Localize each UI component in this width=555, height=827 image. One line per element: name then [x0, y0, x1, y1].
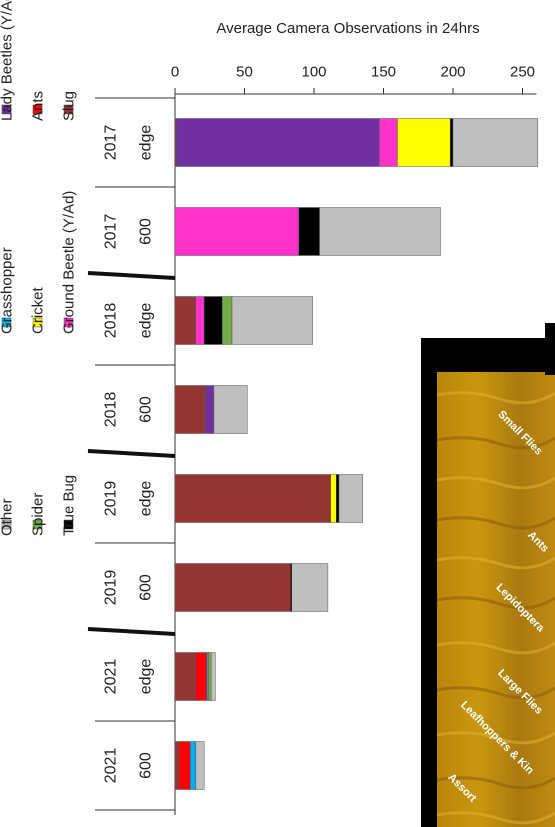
- legend-label: Ground Beetle (Y/Ad): [61, 191, 78, 334]
- category-year-label: 2019: [103, 570, 120, 606]
- bar-segment: [338, 474, 363, 523]
- year-separator: [87, 271, 176, 280]
- bar-segment: [205, 385, 215, 434]
- value-tick-label: 250: [510, 64, 535, 81]
- category-site-label: edge: [138, 303, 155, 339]
- bar-segment: [231, 296, 313, 345]
- legend-swatch: [1, 519, 12, 530]
- category-site-label: edge: [138, 125, 155, 161]
- legend-label: Ants: [30, 91, 47, 121]
- bar-segment: [195, 652, 208, 701]
- legend-swatch: [63, 104, 74, 115]
- category-year-label: 2018: [103, 392, 120, 428]
- value-tick-label: 200: [440, 64, 465, 81]
- category-site-label: 600: [138, 752, 155, 779]
- photo-streak: [436, 476, 555, 490]
- bar-segment: [195, 296, 205, 345]
- year-separator: [87, 449, 176, 458]
- year-separators: [87, 271, 176, 636]
- bar-segment: [222, 296, 233, 345]
- bar-segment: [174, 741, 180, 790]
- bar-segment: [174, 652, 197, 701]
- legend-swatch: [63, 317, 74, 328]
- category-site-label: 600: [138, 218, 155, 245]
- value-tick-label: 150: [371, 64, 396, 81]
- value-tick-label: 100: [301, 64, 326, 81]
- bar-segment: [319, 207, 441, 256]
- photo-tray: [437, 372, 555, 827]
- legend-swatch: [32, 317, 43, 328]
- bar-segment: [397, 118, 451, 167]
- bar-segment: [208, 652, 212, 701]
- chart-plot: 0 50 100 150 200 250 edge 2017 600 2017 edge 2018 6…: [87, 64, 539, 815]
- category-site-label: 600: [138, 396, 155, 423]
- bars: [174, 118, 539, 790]
- bar-segment: [190, 741, 197, 790]
- photo-streak: [436, 556, 555, 570]
- bar-segment: [335, 474, 340, 523]
- legend-swatch: [1, 317, 12, 328]
- x-axis-title: Average Camera Observations in 24hrs: [216, 20, 479, 37]
- photo-streak: [436, 686, 555, 700]
- year-separator: [87, 627, 176, 636]
- bar-segment: [174, 207, 299, 256]
- photo-streak: [436, 776, 555, 790]
- photo-streak: [436, 731, 555, 745]
- category-year-label: 2018: [103, 303, 120, 339]
- legend-swatch: [32, 519, 43, 530]
- category-site-label: edge: [138, 659, 155, 695]
- value-tick-label: 0: [171, 64, 179, 81]
- photo-streak: [436, 596, 555, 610]
- value-axis: 0 50 100 150 200 250: [171, 64, 537, 815]
- bar-segment: [452, 118, 539, 167]
- legend: Slug Ants Lady Beetles (Y/Ad) Ground Beetle…: [0, 0, 78, 536]
- legend-label: Spider: [30, 493, 47, 536]
- photo-streak: [436, 641, 555, 655]
- photo-streak: [436, 811, 555, 825]
- photo-streaks: [436, 391, 555, 825]
- legend-label: Cricket: [30, 286, 47, 334]
- legend-swatch: [32, 104, 43, 115]
- bar-segment: [298, 207, 320, 256]
- legend-swatch: [1, 104, 12, 115]
- category-site-label: edge: [138, 481, 155, 517]
- bar-segment: [174, 296, 197, 345]
- legend-label: Lady Beetles (Y/Ad): [0, 0, 16, 121]
- category-site-label: 600: [138, 574, 155, 601]
- bar-segment: [178, 741, 191, 790]
- bar-segment: [379, 118, 398, 167]
- bar-segment: [449, 118, 454, 167]
- bar-segment: [174, 474, 331, 523]
- bar-segment: [174, 563, 290, 612]
- legend-label: Grasshopper: [0, 247, 16, 334]
- category-year-label: 2021: [103, 748, 120, 784]
- category-year-label: 2017: [103, 214, 120, 250]
- legend-label: True Bug: [61, 475, 78, 536]
- bar-segment: [210, 652, 216, 701]
- legend-swatch: [63, 519, 74, 530]
- category-axis: edge 2017 600 2017 edge 2018 600 2018 edge 2019 60…: [95, 97, 175, 811]
- photo-streak: [436, 516, 555, 530]
- category-year-label: 2021: [103, 659, 120, 695]
- photo-corner-block: [545, 323, 555, 375]
- legend-label: Slug: [61, 91, 78, 121]
- bar-segment: [203, 296, 223, 345]
- bar-segment: [176, 118, 380, 167]
- photo-streak: [436, 436, 555, 450]
- value-tick-label: 50: [236, 64, 253, 81]
- bar-segment: [174, 385, 206, 434]
- category-year-label: 2017: [103, 125, 120, 161]
- legend-label: Other: [0, 498, 16, 536]
- bar-segment: [195, 741, 205, 790]
- bar-segment: [213, 385, 248, 434]
- photo-streak: [436, 391, 555, 405]
- bar-segment: [291, 563, 329, 612]
- category-year-label: 2019: [103, 481, 120, 517]
- bar-segment: [330, 474, 337, 523]
